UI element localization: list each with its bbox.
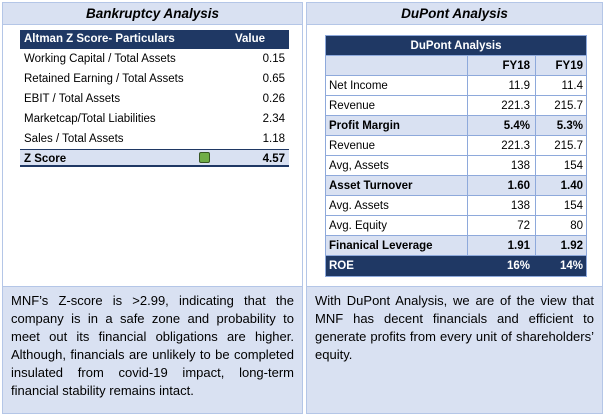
status-indicator [185, 150, 245, 165]
table-row: Finanical Leverage 1.91 1.92 [326, 236, 586, 256]
table-row: Retained Earning / Total Assets 0.65 [20, 69, 289, 89]
year-fy19: FY19 [555, 60, 584, 72]
row-value-fy18: 72 [468, 216, 536, 235]
row-label: Retained Earning / Total Assets [24, 73, 184, 85]
row-value-fy18: 138 [468, 196, 536, 215]
row-value-fy19: 1.40 [560, 180, 583, 192]
row-label: Sales / Total Assets [24, 133, 124, 145]
year-header-row: FY18 FY19 [326, 56, 586, 76]
roe-row: ROE 16% 14% [326, 256, 586, 276]
row-value-fy19: 154 [563, 200, 583, 212]
dupont-table-title: DuPont Analysis [326, 36, 586, 56]
row-label: Revenue [326, 96, 468, 115]
year-header-blank [326, 56, 468, 75]
dupont-commentary: With DuPont Analysis, we are of the view… [307, 286, 602, 413]
row-value-fy18: 221.3 [468, 96, 536, 115]
table-row: Avg. Assets 138 154 [326, 196, 586, 216]
row-value-fy18: 16% [468, 256, 536, 276]
row-label: ROE [326, 256, 468, 276]
bankruptcy-header: Bankruptcy Analysis [3, 3, 302, 25]
altman-col-particulars: Altman Z Score- Particulars [24, 33, 175, 45]
row-value-fy19: 1.92 [560, 240, 583, 252]
table-row: Avg, Assets 138 154 [326, 156, 586, 176]
z-score-row: Z Score 4.57 [20, 149, 289, 167]
row-value: 2.34 [262, 113, 285, 125]
bankruptcy-commentary: MNF’s Z-score is >2.99, indicating that … [3, 286, 302, 413]
z-score-value: 4.57 [262, 153, 285, 165]
row-value-fy18: 138 [468, 156, 536, 175]
row-value: 1.18 [262, 133, 285, 145]
row-value-fy19: 11.4 [561, 80, 583, 92]
row-value: 0.15 [262, 53, 285, 65]
altman-table: Altman Z Score- Particulars Value Workin… [20, 30, 289, 167]
table-row: Sales / Total Assets 1.18 [20, 129, 289, 149]
row-label: Avg, Assets [326, 156, 468, 175]
z-score-label: Z Score [24, 153, 67, 165]
row-label: Asset Turnover [326, 176, 468, 195]
row-value-fy19: 80 [570, 220, 583, 232]
row-label: Avg. Equity [326, 216, 468, 235]
row-value-fy18: 1.91 [468, 236, 536, 255]
row-value-fy18: 1.60 [468, 176, 536, 195]
altman-col-value: Value [234, 33, 266, 45]
table-row: Avg. Equity 72 80 [326, 216, 586, 236]
dupont-header: DuPont Analysis [307, 3, 602, 25]
altman-table-header: Altman Z Score- Particulars Value [20, 30, 289, 49]
row-value-fy19: 215.7 [554, 140, 583, 152]
table-row: Profit Margin 5.4% 5.3% [326, 116, 586, 136]
bankruptcy-panel: Bankruptcy Analysis Altman Z Score- Part… [2, 2, 303, 414]
row-value-fy19: 5.3% [556, 120, 583, 132]
row-value-fy18: 221.3 [468, 136, 536, 155]
year-fy18: FY18 [468, 56, 536, 75]
row-label: EBIT / Total Assets [24, 93, 121, 105]
row-value: 0.65 [262, 73, 285, 85]
row-label: Net Income [326, 76, 468, 95]
row-label: Profit Margin [326, 116, 468, 135]
table-row: Marketcap/Total Liabilities 2.34 [20, 109, 289, 129]
row-label: Revenue [326, 136, 468, 155]
row-value-fy18: 11.9 [468, 76, 536, 95]
row-label: Marketcap/Total Liabilities [24, 113, 156, 125]
table-row: Asset Turnover 1.60 1.40 [326, 176, 586, 196]
dupont-table: DuPont Analysis FY18 FY19 Net Income 11.… [325, 35, 587, 277]
table-row: Net Income 11.9 11.4 [326, 76, 586, 96]
table-row: EBIT / Total Assets 0.26 [20, 89, 289, 109]
row-value-fy18: 5.4% [468, 116, 536, 135]
green-square-icon [199, 152, 210, 163]
row-label: Working Capital / Total Assets [24, 53, 176, 65]
table-row: Revenue 221.3 215.7 [326, 136, 586, 156]
table-row: Working Capital / Total Assets 0.15 [20, 49, 289, 69]
row-label: Avg. Assets [326, 196, 468, 215]
row-value: 0.26 [262, 93, 285, 105]
row-value-fy19: 154 [563, 160, 583, 172]
table-row: Revenue 221.3 215.7 [326, 96, 586, 116]
row-value-fy19: 14% [559, 260, 583, 272]
row-value-fy19: 215.7 [554, 100, 583, 112]
dupont-panel: DuPont Analysis DuPont Analysis FY18 FY1… [306, 2, 603, 414]
row-label: Finanical Leverage [326, 236, 468, 255]
